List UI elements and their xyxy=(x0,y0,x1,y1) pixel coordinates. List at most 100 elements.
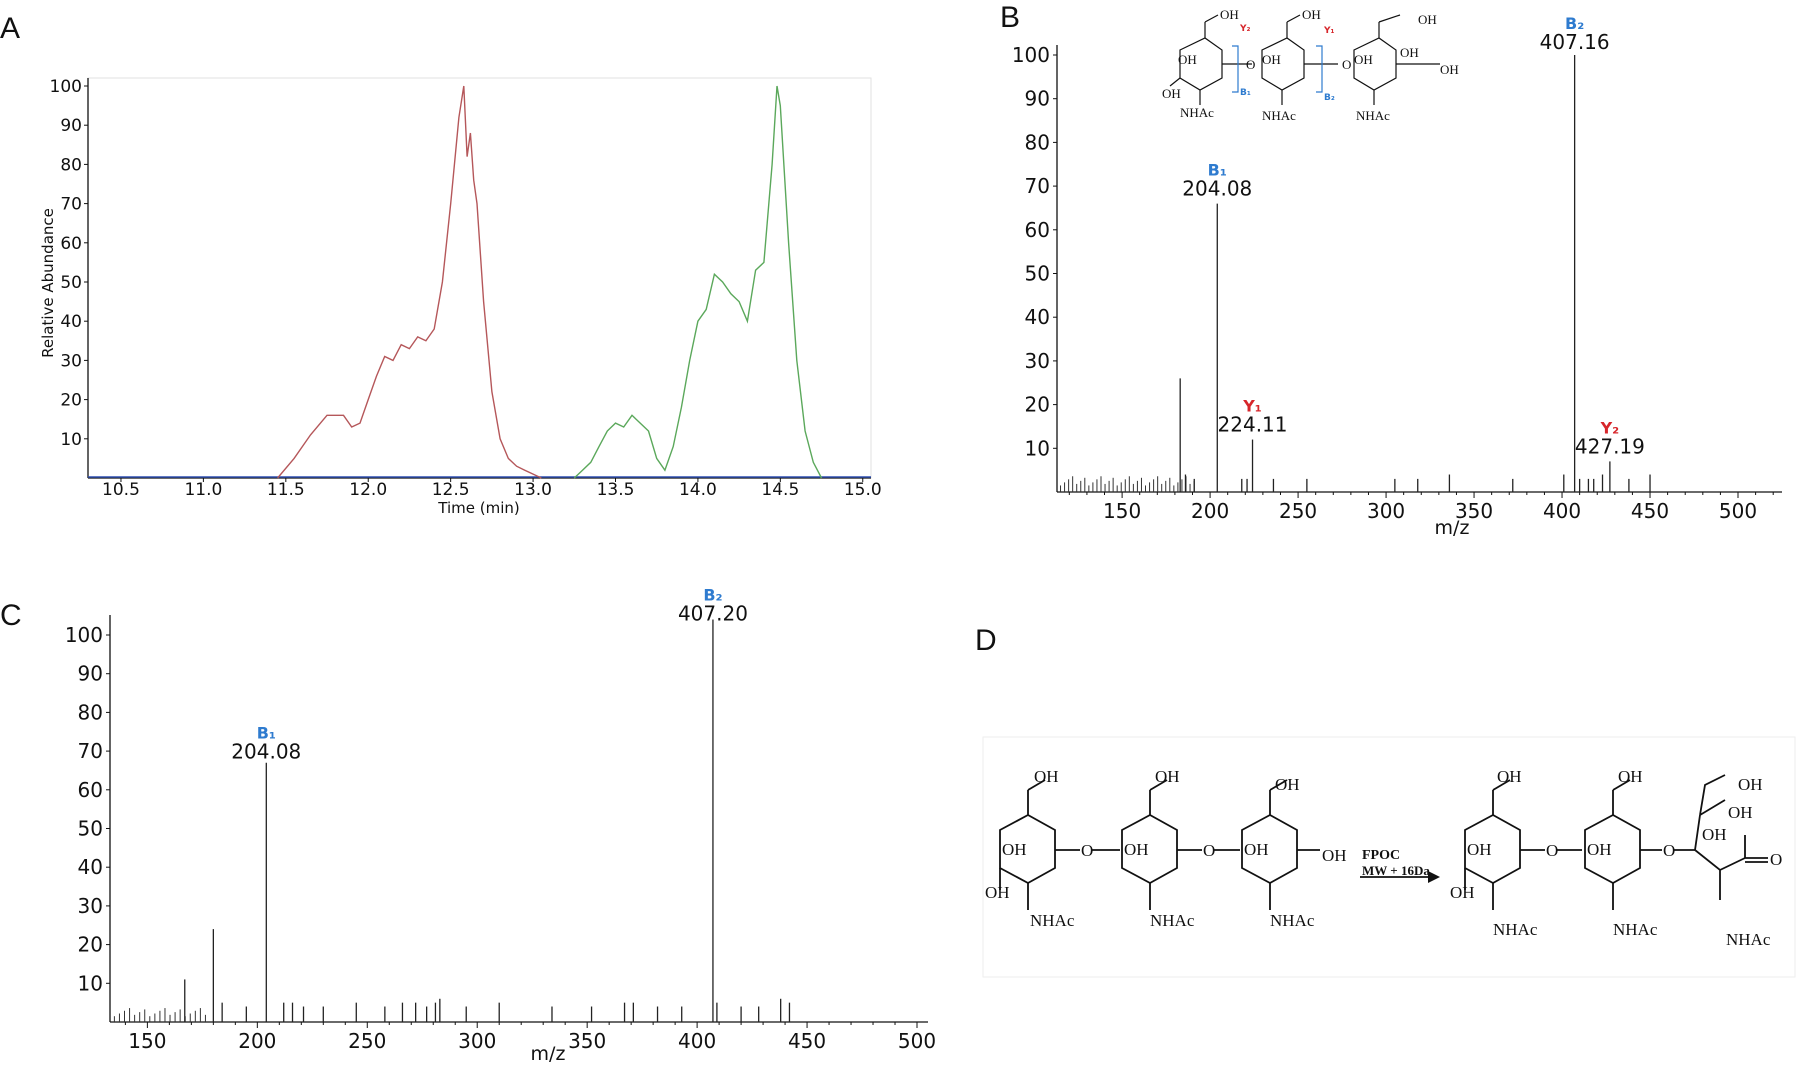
panel-a-y-tick-label: 10 xyxy=(60,430,82,450)
panel-a-x-tick-label: 11.0 xyxy=(184,480,222,500)
panel-b-ion-label: B₂ xyxy=(1565,14,1584,33)
svg-text:OH: OH xyxy=(1738,775,1763,794)
svg-text:OH: OH xyxy=(1302,7,1321,22)
panel-a-plot-frame xyxy=(87,77,872,479)
panel-c-ion-label: B₁ xyxy=(257,724,276,743)
svg-text:NHAc: NHAc xyxy=(1030,911,1075,930)
panel-b-inset-ion-labels: Y₂ Y₁ B₁ B₂ xyxy=(1239,24,1335,103)
panel-a-y-tick-label: 40 xyxy=(60,312,82,332)
svg-text:OH: OH xyxy=(1450,883,1475,902)
svg-text:OH: OH xyxy=(1440,62,1459,77)
svg-text:OH: OH xyxy=(1400,45,1419,60)
panel-a-x-tick-label: 12.0 xyxy=(349,480,387,500)
panel-b-y-tick-label: 30 xyxy=(1025,349,1050,373)
svg-text:NHAc: NHAc xyxy=(1726,930,1771,949)
panel-b-y-tick-label: 20 xyxy=(1025,393,1050,417)
panel-label-d: D xyxy=(975,624,997,657)
panel-b-y-tick-label: 90 xyxy=(1025,87,1050,111)
svg-text:NHAc: NHAc xyxy=(1180,105,1214,120)
panel-b-y-tick-label: 100 xyxy=(1012,43,1050,67)
panel-c-y-tick-label: 40 xyxy=(78,855,103,879)
panel-c-chart: 10 20 30 40 50 60 70 80 90 100 150 200 250 300 350 400… xyxy=(65,586,936,1065)
panel-b-y-tick-label: 40 xyxy=(1025,305,1050,329)
panel-a-x-tick-label: 15.0 xyxy=(844,480,882,500)
panel-a-x-label: Time (min) xyxy=(437,499,519,517)
panel-a-x-tick-label: 10.5 xyxy=(102,480,140,500)
panel-a-trace-1 xyxy=(277,85,542,479)
panel-b-x-tick-label: 400 xyxy=(1543,499,1581,523)
panel-b-y-tick-label: 50 xyxy=(1025,262,1050,286)
svg-text:O: O xyxy=(1770,850,1782,869)
panel-a-x-tick-label: 12.5 xyxy=(432,480,470,500)
panel-c-x-tick-label: 500 xyxy=(898,1029,936,1053)
svg-text:OH: OH xyxy=(1034,767,1059,786)
svg-text:OH: OH xyxy=(1618,767,1643,786)
panel-b-ion-label: B₁ xyxy=(1208,161,1227,180)
panel-c-y-tick-label: 100 xyxy=(65,623,103,647)
panel-a-y-tick-label: 80 xyxy=(60,155,82,175)
svg-text:NHAc: NHAc xyxy=(1262,108,1296,123)
svg-text:Y₂: Y₂ xyxy=(1239,24,1251,34)
svg-text:Y₁: Y₁ xyxy=(1323,26,1335,36)
svg-text:O: O xyxy=(1246,57,1255,72)
panel-c-x-tick-label: 400 xyxy=(678,1029,716,1053)
svg-text:O: O xyxy=(1203,841,1215,860)
panel-a-y-tick-label: 70 xyxy=(60,195,82,215)
svg-text:OH: OH xyxy=(1354,52,1373,67)
panel-b-x-tick-label: 200 xyxy=(1191,499,1229,523)
svg-text:OH: OH xyxy=(1124,840,1149,859)
svg-text:OH: OH xyxy=(1587,840,1612,859)
panel-c-y-tick-label: 30 xyxy=(78,894,103,918)
panel-a-y-tick-label: 20 xyxy=(60,391,82,411)
panel-c-y-tick-label: 10 xyxy=(78,971,103,995)
panel-a-x-tick-label: 14.0 xyxy=(679,480,717,500)
svg-text:OH: OH xyxy=(1322,846,1347,865)
panel-c-x-tick-label: 350 xyxy=(568,1029,606,1053)
panel-c-y-tick-label: 60 xyxy=(78,778,103,802)
panel-a-x-tick-label: 13.5 xyxy=(597,480,635,500)
panel-b-structure-inset xyxy=(1169,14,1440,105)
panel-c-x-tick-label: 250 xyxy=(348,1029,386,1053)
panel-b-y-tick-label: 80 xyxy=(1025,130,1050,154)
svg-text:OH: OH xyxy=(1728,803,1753,822)
panel-a-y-tick-label: 100 xyxy=(50,77,82,97)
panel-c-x-tick-label: 150 xyxy=(128,1029,166,1053)
panel-d-scheme: FPOC MW + 16Da OH OH OH OH OH OH OH OH O… xyxy=(982,736,1796,978)
svg-text:OH: OH xyxy=(1244,840,1269,859)
panel-a-trace-2 xyxy=(573,85,823,479)
panel-c-y-tick-label: 90 xyxy=(78,662,103,686)
panel-c-x-label: m/z xyxy=(531,1043,566,1065)
panel-b-peak-mz-label: 407.16 xyxy=(1540,30,1610,54)
svg-text:OH: OH xyxy=(1467,840,1492,859)
panel-b-x-tick-label: 500 xyxy=(1719,499,1757,523)
panel-a-y-label: Relative Abundance xyxy=(39,208,57,358)
panel-b-y-tick-label: 70 xyxy=(1025,174,1050,198)
svg-text:B₁: B₁ xyxy=(1240,88,1251,98)
panel-a-y-tick-label: 90 xyxy=(60,116,82,136)
svg-text:O: O xyxy=(1546,841,1558,860)
panel-a-chart: 10 20 30 40 50 60 70 80 90 100 10.5 11.0 11.5 12.0 12… xyxy=(39,77,882,517)
panel-b-y-tick-label: 60 xyxy=(1025,218,1050,242)
svg-text:OH: OH xyxy=(1155,767,1180,786)
svg-text:OH: OH xyxy=(1002,840,1027,859)
panel-label-b: B xyxy=(1000,1,1020,34)
panel-label-c: C xyxy=(0,599,22,632)
svg-text:NHAc: NHAc xyxy=(1493,920,1538,939)
panel-a-y-tick-label: 60 xyxy=(60,234,82,254)
panel-c-peak-mz-label: 407.20 xyxy=(678,602,748,626)
panel-b-peak-mz-label: 204.08 xyxy=(1182,177,1252,201)
reaction-mass-shift: MW + 16Da xyxy=(1362,863,1430,878)
panel-c-y-tick-label: 70 xyxy=(78,739,103,763)
panel-label-a: A xyxy=(0,12,20,45)
svg-text:NHAc: NHAc xyxy=(1150,911,1195,930)
svg-text:OH: OH xyxy=(1262,52,1281,67)
panel-c-y-tick-label: 20 xyxy=(78,933,103,957)
svg-text:OH: OH xyxy=(1178,52,1197,67)
panel-b-x-tick-label: 300 xyxy=(1367,499,1405,523)
svg-text:OH: OH xyxy=(1162,86,1181,101)
svg-text:O: O xyxy=(1663,841,1675,860)
panel-b-peak-mz-label: 224.11 xyxy=(1218,413,1288,437)
svg-text:B₂: B₂ xyxy=(1324,93,1335,103)
panel-a-x-tick-label: 14.5 xyxy=(761,480,799,500)
panel-c-peak-mz-label: 204.08 xyxy=(231,740,301,764)
